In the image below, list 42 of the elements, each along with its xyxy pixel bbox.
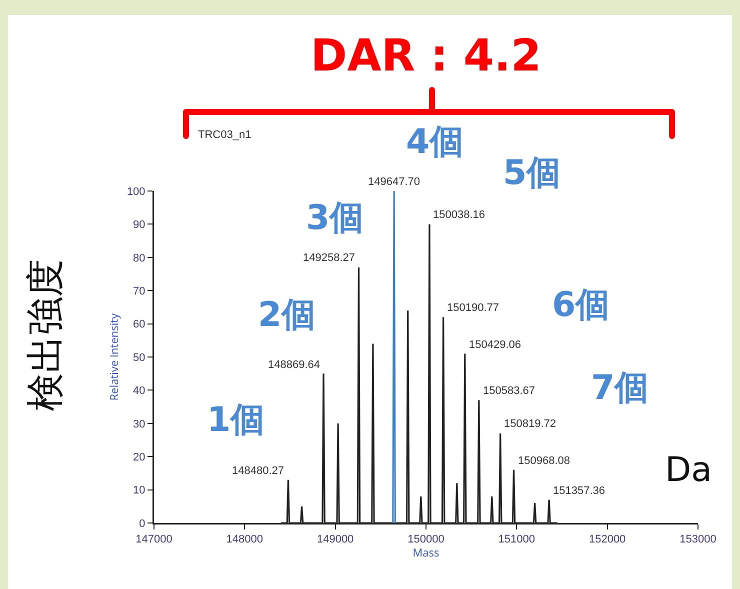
annotation: 3個 (306, 198, 364, 238)
y-tick-label: 20 (133, 451, 146, 464)
x-tick-label: 147000 (136, 534, 172, 546)
annotation: 150190.77 (447, 302, 499, 314)
x-axis-title: Mass (412, 546, 440, 561)
annotation: 150819.72 (504, 418, 556, 430)
annotation: 6個 (552, 285, 610, 325)
y-tick-label: 0 (139, 518, 146, 530)
x-tick-label: 152000 (588, 534, 626, 546)
chart-title: DAR : 4.2 (310, 30, 542, 82)
x-tick-label: 149000 (316, 534, 354, 546)
y-tick-label: 50 (133, 352, 146, 364)
text: 検出強度 (23, 259, 67, 411)
chart-subtitle: TRC03_n1 (198, 129, 252, 141)
y-tick-label: 70 (133, 285, 146, 298)
y-axis-title: Relative Intensity (106, 312, 122, 401)
annotation: 7個 (591, 368, 649, 408)
annotation: Da (665, 450, 712, 490)
y-tick-label: 30 (133, 418, 146, 430)
annotation: 5個 (503, 153, 561, 193)
annotation: 150429.06 (469, 339, 521, 351)
annotation: 148480.27 (232, 465, 284, 477)
annotation: 149258.27 (303, 252, 355, 264)
y-tick-label: 80 (133, 252, 146, 264)
annotation: 1個 (207, 400, 265, 440)
x-tick-label: 151000 (498, 534, 536, 546)
annotation: 150583.67 (483, 385, 535, 397)
annotation: 151357.36 (553, 485, 605, 497)
y-tick-label: 90 (133, 219, 146, 232)
annotation: 2個 (258, 295, 316, 335)
text: 4個 (406, 122, 464, 162)
annotation: 150968.08 (518, 455, 570, 467)
annotation: 149647.70 (368, 176, 420, 188)
annotation: 150038.16 (433, 209, 485, 221)
y-tick-label: 10 (133, 484, 146, 497)
x-tick-label: 148000 (226, 534, 264, 546)
x-tick-label: 153000 (680, 534, 716, 546)
y-tick-label: 40 (133, 385, 146, 398)
x-tick-label: 150000 (408, 534, 444, 546)
annotation: 148869.64 (268, 359, 320, 371)
y-tick-label: 60 (133, 318, 146, 331)
y-tick-label: 100 (126, 186, 146, 198)
